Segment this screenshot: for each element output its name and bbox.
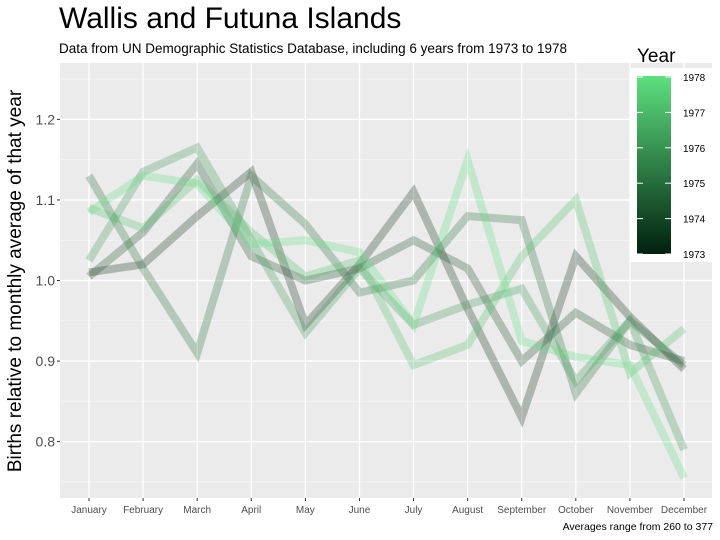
y-tick-label: 1.0 (36, 273, 56, 289)
x-tick-label: June (349, 505, 371, 516)
legend-colorbar (637, 76, 671, 254)
legend-label: 1974 (683, 215, 706, 226)
x-axis-ticks: January February March April May June July Augu… (71, 498, 708, 516)
x-tick-label: May (296, 505, 315, 516)
x-tick-label: April (241, 505, 261, 516)
legend-label: 1976 (683, 144, 706, 155)
legend-label: 1975 (683, 179, 706, 190)
series-line-1977 (87, 174, 687, 380)
series-line-1973 (88, 165, 687, 428)
y-axis-ticks: 0.8 0.9 1.0 1.1 1.2 (36, 111, 60, 450)
series-line-1975 (85, 168, 687, 402)
legend-label: 1977 (683, 108, 706, 119)
legend-label: 1978 (683, 73, 706, 84)
y-tick-label: 1.1 (36, 192, 56, 208)
x-tick-label: September (497, 505, 547, 516)
x-tick-label: February (123, 505, 163, 516)
x-tick-label: August (452, 505, 483, 516)
series-line-1976 (85, 142, 688, 452)
x-tick-label: March (183, 505, 211, 516)
y-tick-label: 1.2 (36, 111, 56, 127)
chart-title: Wallis and Futuna Islands (59, 2, 402, 35)
x-tick-label: November (607, 505, 654, 516)
grid-major (60, 63, 712, 498)
x-tick-label: July (405, 505, 423, 516)
x-tick-label: October (558, 505, 594, 516)
chart-subtitle: Data from UN Demographic Statistics Data… (59, 41, 567, 56)
series-layer (85, 142, 688, 480)
legend-label: 1973 (683, 250, 706, 261)
legend-title: Year (637, 46, 676, 67)
series-line-1974 (86, 156, 686, 368)
series-line-1978 (86, 146, 688, 480)
y-tick-label: 0.8 (36, 434, 56, 450)
grid-minor (60, 78, 712, 483)
y-tick-label: 0.9 (36, 353, 56, 369)
chart-caption: Averages range from 260 to 377 (562, 521, 713, 533)
x-tick-label: January (71, 505, 107, 516)
x-tick-label: December (661, 505, 708, 516)
color-legend: 1978 1977 1976 1975 1974 1973 (630, 68, 714, 262)
